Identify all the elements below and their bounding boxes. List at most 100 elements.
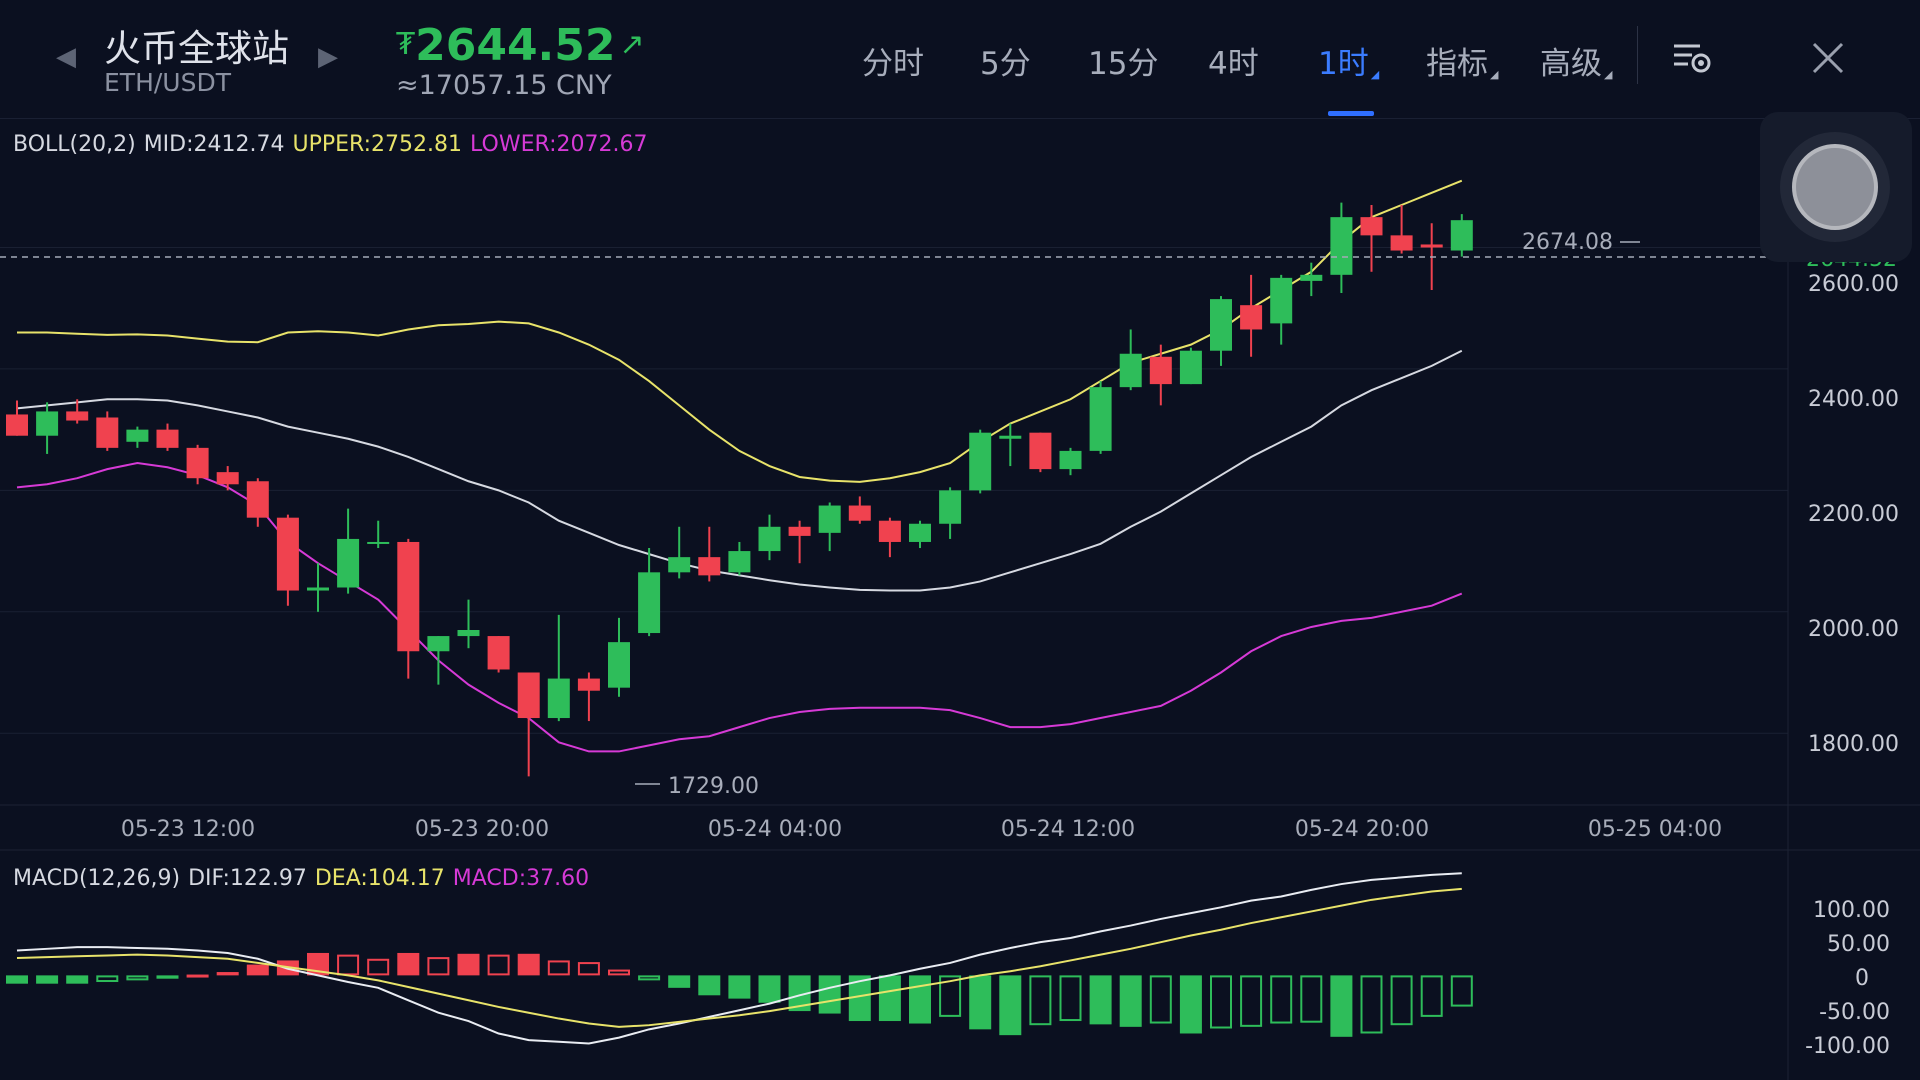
tab-5m[interactable]: 5分 — [980, 38, 1031, 83]
chart-grid — [0, 247, 1788, 734]
price-tick: 2600.00 — [1808, 272, 1899, 297]
macd-bar — [246, 964, 269, 976]
candle-body — [276, 517, 299, 591]
macd-bar — [969, 975, 992, 1030]
dropdown-corner-icon: ◢ — [1604, 68, 1613, 81]
tab-label: 15分 — [1088, 46, 1159, 82]
button-dot — [1792, 144, 1878, 230]
macd-bar — [1029, 975, 1052, 1026]
candle-body — [216, 472, 239, 485]
time-label: 05-23 12:00 — [121, 817, 255, 842]
arrow-right-icon[interactable]: ▶ — [318, 42, 338, 72]
price-value: 2644.52 — [415, 20, 616, 71]
tab-advanced[interactable]: 高级 ◢ — [1540, 38, 1612, 83]
settings-list-icon[interactable] — [1670, 40, 1714, 76]
macd-label: MACD(12,26,9) — [13, 866, 181, 891]
tab-label: 1时 — [1318, 46, 1369, 82]
arrow-up-right-icon: ↗ — [619, 27, 645, 62]
candle-body — [1450, 220, 1473, 251]
close-icon[interactable] — [1810, 40, 1846, 76]
price-tick: 2400.00 — [1808, 387, 1899, 412]
macd-value: MACD:37.60 — [452, 866, 590, 891]
arrow-left-icon[interactable]: ◀ — [56, 42, 76, 72]
candle-body — [1059, 450, 1082, 470]
macd-bar — [487, 954, 510, 976]
macd-bar — [1179, 975, 1202, 1034]
candle-body — [848, 505, 871, 521]
macd-bar — [397, 952, 420, 976]
price-tick: 2000.00 — [1808, 617, 1899, 642]
tab-15m[interactable]: 15分 — [1088, 38, 1158, 83]
candle-body — [1270, 277, 1293, 324]
candle-body — [1210, 299, 1232, 351]
active-tab-indicator — [1328, 111, 1374, 116]
tab-timeline[interactable]: 分时 — [862, 38, 924, 83]
candle-body — [427, 636, 450, 652]
candle-body — [577, 678, 600, 691]
candle-body — [487, 636, 510, 670]
macd-bar — [216, 972, 239, 976]
currency-symbol: ₮ — [396, 27, 416, 62]
macd-bar — [156, 975, 179, 979]
tab-label: 指标 — [1426, 46, 1488, 82]
candle-body — [1179, 350, 1202, 385]
boll-legend: BOLL(20,2) MID:2412.74 UPPER:2752.81 LOWER:… — [13, 132, 656, 157]
price-tick: 2200.00 — [1808, 502, 1899, 527]
candle-body — [66, 411, 89, 421]
candle-body — [457, 630, 480, 637]
dropdown-corner-icon: ◢ — [1370, 68, 1380, 81]
tab-4h[interactable]: 4时 — [1208, 38, 1259, 83]
macd-dea: DEA:104.17 — [314, 866, 445, 891]
candle-body — [96, 417, 119, 448]
time-label: 05-25 04:00 — [1588, 817, 1722, 842]
pair-symbol[interactable]: ETH/USDT — [104, 68, 231, 97]
tab-label: 5分 — [980, 46, 1031, 82]
pair-name[interactable]: 火币全球站 — [104, 27, 289, 70]
candle-body — [186, 447, 209, 479]
macd-bar — [668, 975, 691, 988]
price-tick: 1800.00 — [1808, 732, 1899, 757]
macd-bar — [909, 975, 931, 1024]
macd-bar — [698, 975, 721, 996]
candle-body — [367, 541, 390, 544]
macd-tick: 0 — [1855, 966, 1869, 991]
macd-bar — [1059, 975, 1082, 1022]
macd-bar — [337, 954, 360, 976]
candle-body — [969, 432, 992, 491]
floating-assistive-button[interactable] — [1760, 112, 1912, 262]
macd-histogram — [6, 952, 1473, 1037]
candle-body — [6, 414, 28, 436]
tab-indicators[interactable]: 指标 ◢ — [1426, 38, 1498, 83]
macd-bar — [367, 958, 390, 976]
boll-lower-line — [16, 462, 1463, 753]
dropdown-corner-icon: ◢ — [1490, 68, 1499, 81]
macd-bar — [96, 975, 119, 983]
last-price: ₮2644.52 ↗ — [396, 20, 645, 71]
macd-bar — [728, 975, 751, 999]
tab-1h[interactable]: 1时 ◢ — [1318, 38, 1379, 83]
macd-dif: DIF:122.97 — [188, 866, 307, 891]
macd-bar — [608, 969, 630, 976]
macd-bar — [1119, 975, 1142, 1027]
macd-bar — [878, 975, 901, 1022]
candle-body — [788, 526, 811, 536]
macd-dif-line — [16, 872, 1462, 1045]
tab-label: 分时 — [862, 46, 924, 82]
time-label: 05-24 20:00 — [1295, 817, 1429, 842]
candle-body — [728, 551, 751, 573]
boll-upper: UPPER:2752.81 — [292, 132, 463, 157]
macd-tick: 50.00 — [1827, 932, 1890, 957]
candle-body — [1360, 217, 1383, 236]
macd-bar — [999, 975, 1022, 1036]
macd-bar — [638, 975, 661, 981]
macd-bar — [1210, 975, 1232, 1029]
boll-label: BOLL(20,2) — [13, 132, 136, 157]
candle-body — [1390, 235, 1413, 251]
toolbar-divider — [1637, 26, 1638, 84]
candle-body — [337, 538, 360, 588]
macd-bar — [577, 962, 600, 976]
candle-body — [698, 557, 721, 576]
macd-bar — [66, 975, 89, 984]
candle-body — [397, 541, 420, 652]
